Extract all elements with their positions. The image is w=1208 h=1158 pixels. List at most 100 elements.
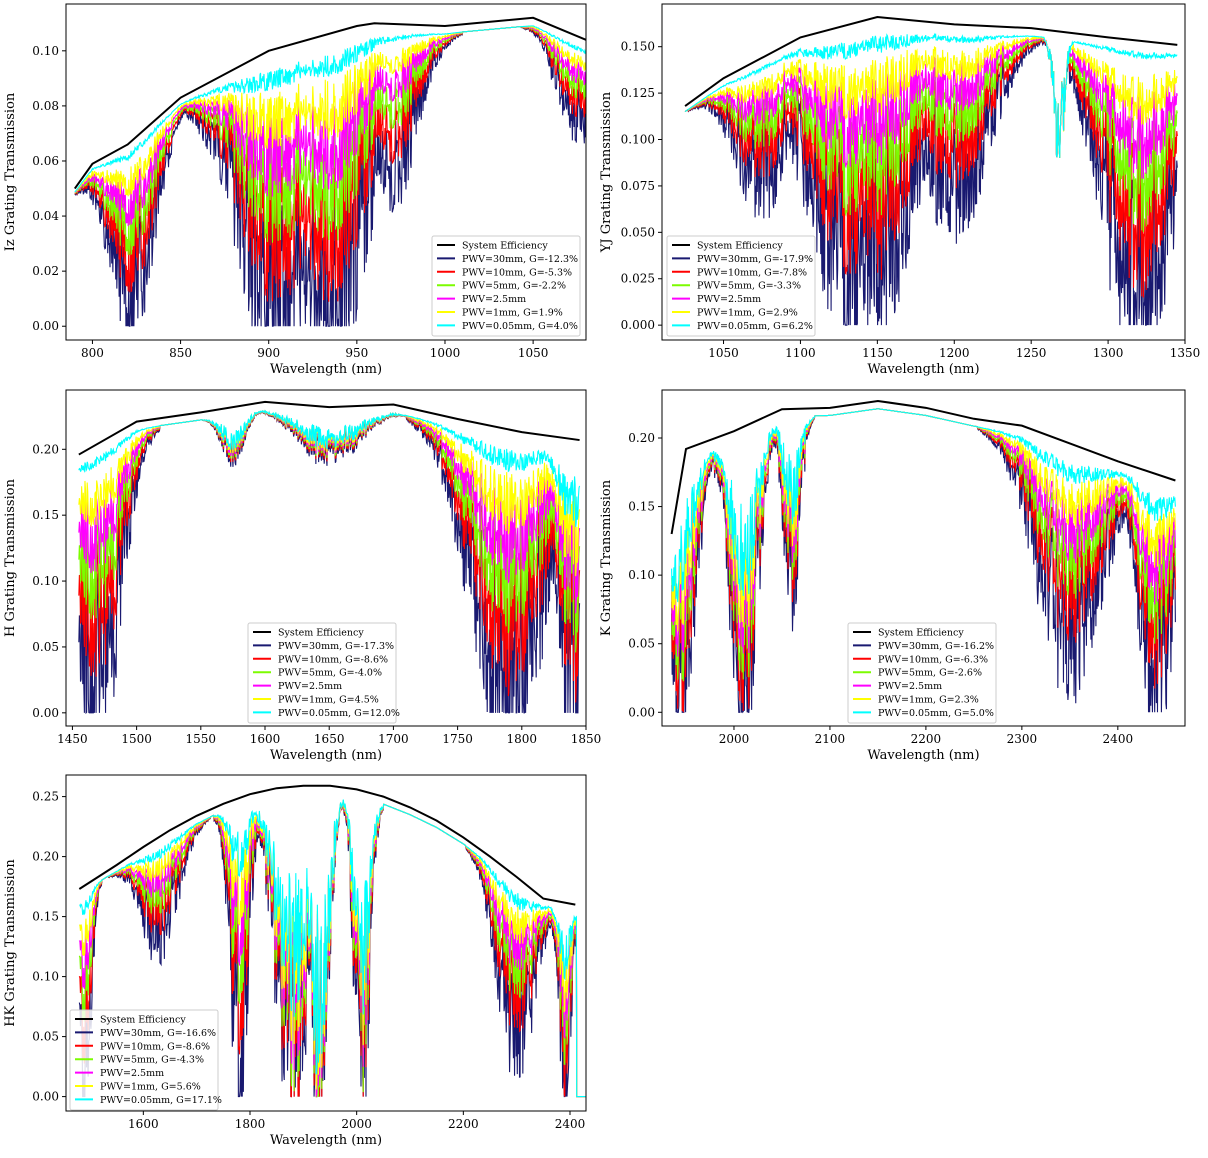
x-axis-label: Wavelength (nm) [867, 748, 979, 763]
y-tick-label: 0.08 [32, 99, 59, 113]
legend-label: PWV=0.05mm, G=17.1% [100, 1095, 222, 1106]
x-tick-label: 1600 [250, 732, 281, 746]
legend: System Efficiency PWV=30mm, G=-16.6% PWV=1… [69, 1009, 222, 1111]
legend-label: PWV=2.5mm [278, 681, 342, 692]
y-tick-label: 0.00 [32, 706, 59, 720]
legend: System Efficiency PWV=30mm, G=-17.9% PWV=1… [666, 235, 816, 337]
legend-label: System Efficiency [278, 628, 364, 639]
x-tick-label: 1500 [121, 732, 152, 746]
y-axis-label: K Grating Transmission [599, 479, 614, 636]
x-tick-label: 1250 [1016, 346, 1047, 360]
x-tick-label: 1750 [442, 732, 473, 746]
legend-label: PWV=30mm, G=-17.3% [278, 641, 394, 652]
x-tick-label: 2300 [1007, 732, 1038, 746]
legend-label: PWV=1mm, G=1.9% [462, 308, 563, 319]
x-tick-label: 1450 [57, 732, 88, 746]
y-tick-label: 0.15 [32, 508, 59, 522]
x-tick-label: 2000 [719, 732, 750, 746]
legend-box [666, 235, 816, 337]
axes-frame [65, 774, 587, 1112]
y-tick-label: 0.15 [32, 910, 59, 924]
x-tick-label: 850 [169, 346, 192, 360]
legend-label: PWV=10mm, G=-5.3% [462, 267, 572, 278]
x-tick-label: 1100 [785, 346, 816, 360]
series-pwv25-line [684, 36, 1178, 179]
y-tick-label: 0.10 [32, 44, 59, 58]
legend: System Efficiency PWV=30mm, G=-12.3% PWV=1… [431, 235, 581, 337]
x-tick-label: 1600 [128, 1117, 159, 1131]
x-tick-label: 1800 [235, 1117, 266, 1131]
legend-label: System Efficiency [697, 241, 783, 252]
y-tick-label: 0.15 [628, 500, 655, 514]
legend-label: PWV=0.05mm, G=4.0% [462, 321, 578, 332]
series-pwv10-line [684, 37, 1178, 298]
y-tick-label: 0.05 [628, 637, 655, 651]
legend-label: PWV=1mm, G=4.5% [278, 695, 379, 706]
system-efficiency-line [78, 784, 576, 906]
series-pwv005-line [684, 32, 1178, 158]
legend: System Efficiency PWV=30mm, G=-16.2% PWV=1… [847, 622, 997, 724]
y-tick-label: 0.06 [32, 154, 59, 168]
y-axis-label: Iz Grating Transmission [3, 92, 18, 251]
x-tick-label: 1050 [518, 346, 549, 360]
legend-label: PWV=2.5mm [697, 294, 761, 305]
legend-label: PWV=30mm, G=-17.9% [697, 254, 813, 265]
y-tick-label: 0.10 [32, 574, 59, 588]
x-tick-label: 950 [345, 346, 368, 360]
y-tick-label: 0.00 [628, 705, 655, 719]
y-tick-label: 0.100 [621, 133, 655, 147]
x-tick-label: 1000 [430, 346, 461, 360]
legend-label: PWV=0.05mm, G=5.0% [878, 708, 994, 719]
x-tick-label: 2200 [448, 1117, 479, 1131]
x-axis-label: Wavelength (nm) [270, 748, 382, 763]
x-tick-label: 1200 [939, 346, 970, 360]
y-tick-label: 0.075 [621, 179, 655, 193]
y-tick-label: 0.20 [32, 850, 59, 864]
x-tick-label: 1150 [862, 346, 893, 360]
y-tick-label: 0.20 [628, 431, 655, 445]
y-tick-label: 0.00 [32, 319, 59, 333]
y-tick-label: 0.10 [32, 970, 59, 984]
legend-label: PWV=0.05mm, G=12.0% [278, 708, 400, 719]
legend-label: PWV=5mm, G=-3.3% [697, 281, 801, 292]
legend-label: PWV=5mm, G=-4.0% [278, 668, 382, 679]
x-tick-label: 1700 [378, 732, 409, 746]
legend-label: PWV=2.5mm [100, 1068, 164, 1079]
y-tick-label: 0.02 [32, 264, 59, 278]
legend-label: PWV=5mm, G=-2.6% [878, 668, 982, 679]
legend-label: PWV=10mm, G=-8.6% [278, 654, 388, 665]
panel-h: 1450 1500 1550 1600 1650 1700 1750 1800 1850 0.00… [3, 389, 601, 763]
y-tick-label: 0.000 [621, 318, 655, 332]
plot-area [73, 16, 586, 327]
legend-label: PWV=2.5mm [462, 294, 526, 305]
series-pwv005-line [79, 799, 586, 1098]
legend-box [847, 622, 997, 724]
legend-label: PWV=10mm, G=-6.3% [878, 654, 988, 665]
panel-yj: 1050 1100 1150 1200 1250 1300 1350 0.000 0.025 0.… [599, 3, 1200, 377]
plot-area [684, 15, 1178, 326]
legend-label: PWV=10mm, G=-8.6% [100, 1041, 210, 1052]
x-tick-label: 800 [81, 346, 104, 360]
legend-label: PWV=30mm, G=-12.3% [462, 254, 578, 265]
legend-box [69, 1009, 219, 1111]
y-tick-label: 0.025 [621, 272, 655, 286]
x-tick-label: 2200 [911, 732, 942, 746]
legend-label: PWV=5mm, G=-4.3% [100, 1055, 204, 1066]
legend-label: PWV=10mm, G=-7.8% [697, 267, 807, 278]
y-tick-label: 0.25 [32, 790, 59, 804]
plot-area [78, 400, 581, 715]
x-tick-label: 900 [257, 346, 280, 360]
y-tick-label: 0.20 [32, 442, 59, 456]
legend-label: PWV=0.05mm, G=6.2% [697, 321, 813, 332]
legend: System Efficiency PWV=30mm, G=-17.3% PWV=1… [247, 622, 400, 724]
legend-label: System Efficiency [100, 1015, 186, 1026]
system-efficiency-line [78, 400, 580, 456]
series-pwv005-line [74, 25, 586, 193]
series-pwv30-line [684, 38, 1178, 326]
x-tick-label: 1050 [708, 346, 739, 360]
x-tick-label: 2100 [815, 732, 846, 746]
system-efficiency-line [670, 399, 1176, 535]
x-tick-label: 2000 [341, 1117, 372, 1131]
axes-frame [65, 389, 587, 727]
